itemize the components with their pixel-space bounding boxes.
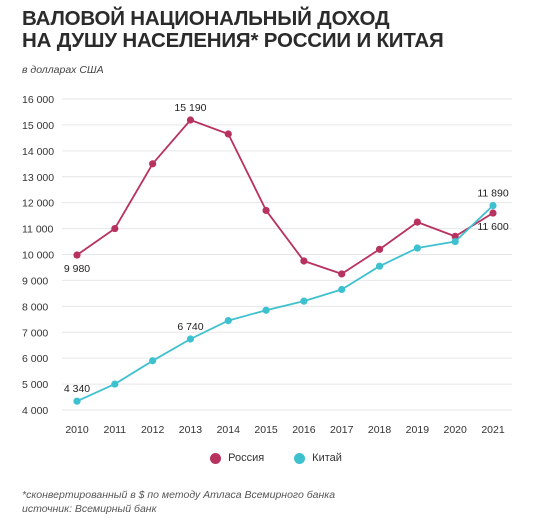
x-tick-label: 2017 <box>330 424 354 436</box>
data-point-russia <box>73 251 81 259</box>
data-label: 15 190 <box>174 102 206 114</box>
legend-item-china: Китай <box>294 452 342 464</box>
data-point-china <box>338 285 346 294</box>
data-point-china <box>375 262 384 270</box>
x-tick-label: 2018 <box>368 424 392 436</box>
data-point-russia <box>338 270 346 278</box>
x-tick-label: 2015 <box>254 424 278 436</box>
data-point-russia <box>413 218 421 226</box>
footnote-method: *сконвертированный в $ по методу Атласа … <box>22 489 336 501</box>
series-line-russia <box>76 119 494 275</box>
series-line-china <box>76 204 494 403</box>
data-label: 11 890 <box>477 188 508 200</box>
data-label: 4 340 <box>64 383 90 395</box>
data-point-china <box>300 297 308 305</box>
y-tick-label: 15 000 <box>22 120 54 132</box>
data-label: 9 980 <box>64 263 90 275</box>
legend-label-china: Китай <box>312 452 342 464</box>
data-point-russia <box>186 116 195 124</box>
data-point-russia <box>224 130 232 138</box>
unit-label: в долларах США <box>22 64 104 76</box>
y-tick-label: 4 000 <box>22 405 48 417</box>
data-point-russia <box>375 245 384 253</box>
data-point-china <box>186 335 195 343</box>
chart-title: ВАЛОВОЙ НАЦИОНАЛЬНЫЙ ДОХОД НА ДУШУ НАСЕЛ… <box>22 8 444 52</box>
x-tick-label: 2011 <box>104 424 127 436</box>
y-tick-label: 14 000 <box>22 146 54 158</box>
y-tick-label: 10 000 <box>22 250 54 262</box>
x-tick-label: 2010 <box>65 424 89 436</box>
x-tick-label: 2012 <box>141 424 165 436</box>
footnote: *сконвертированный в $ по методу Атласа … <box>22 488 335 516</box>
data-label: 6 740 <box>177 321 203 333</box>
footnote-source: источник: Всемирный банк <box>22 503 157 515</box>
data-point-china <box>262 306 270 314</box>
y-tick-label: 16 000 <box>22 94 54 106</box>
data-point-russia <box>149 160 157 168</box>
y-tick-label: 7 000 <box>22 327 48 339</box>
y-tick-label: 6 000 <box>22 353 48 365</box>
data-point-china <box>489 201 497 210</box>
legend-marker-china <box>294 452 306 464</box>
data-point-russia <box>300 257 308 265</box>
chart-legend: Россия Китай <box>0 452 552 464</box>
data-point-russia <box>451 232 459 240</box>
data-point-china <box>73 397 81 405</box>
legend-label-russia: Россия <box>228 452 265 464</box>
y-tick-label: 12 000 <box>22 198 54 210</box>
y-tick-label: 9 000 <box>22 275 48 287</box>
data-point-russia <box>262 206 270 215</box>
x-tick-label: 2016 <box>292 424 316 436</box>
chart-title-line-2: НА ДУШУ НАСЕЛЕНИЯ* РОССИИ И КИТАЯ <box>22 29 444 52</box>
data-point-china <box>224 316 232 325</box>
y-tick-label: 5 000 <box>22 379 48 391</box>
y-tick-label: 13 000 <box>22 172 54 184</box>
chart-title-line-1: ВАЛОВОЙ НАЦИОНАЛЬНЫЙ ДОХОД <box>22 7 390 30</box>
y-tick-label: 11 000 <box>22 224 53 236</box>
x-tick-label: 2021 <box>481 424 505 436</box>
y-tick-label: 8 000 <box>22 301 48 313</box>
data-point-russia <box>489 209 497 217</box>
x-tick-label: 2020 <box>444 424 468 436</box>
legend-marker-russia <box>210 452 222 464</box>
legend-item-russia: Россия <box>210 452 264 464</box>
data-point-china <box>149 357 157 365</box>
x-tick-label: 2014 <box>217 424 241 436</box>
data-point-china <box>413 244 421 252</box>
data-point-russia <box>111 224 119 233</box>
x-tick-label: 2019 <box>406 424 430 436</box>
data-point-china <box>451 237 459 246</box>
data-point-china <box>111 380 119 388</box>
data-label: 11 600 <box>477 221 508 233</box>
x-tick-label: 2013 <box>179 424 203 436</box>
